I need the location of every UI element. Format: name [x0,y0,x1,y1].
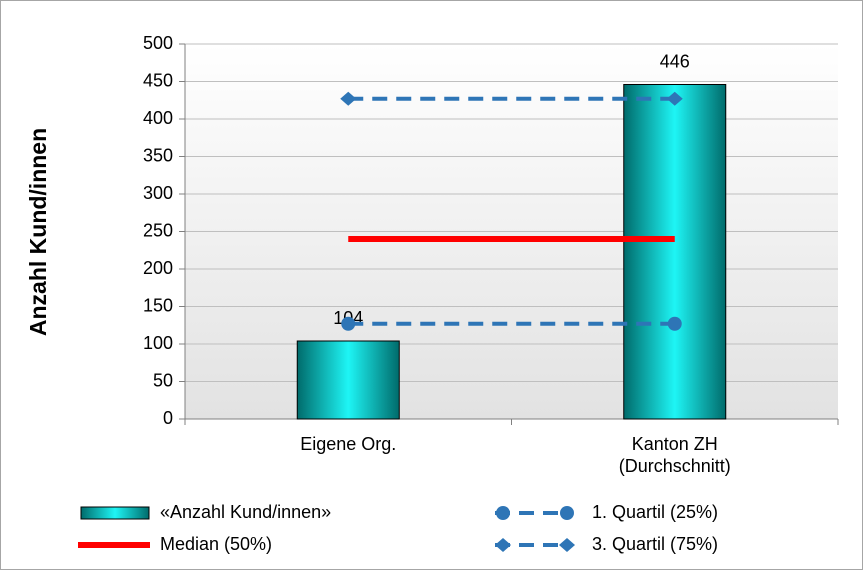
legend-marker [495,538,511,552]
y-tick-label: 50 [153,370,173,390]
y-axis-title: Anzahl Kund/innen [25,128,51,336]
legend-marker [559,538,575,552]
y-tick-label: 0 [163,408,173,428]
y-tick-label: 200 [143,258,173,278]
x-tick-label: Eigene Org. [300,434,397,454]
y-tick-label: 400 [143,108,173,128]
line-marker [667,316,682,331]
line-marker [340,91,357,106]
line-marker [341,316,356,331]
legend-marker [560,506,574,520]
y-tick-label: 500 [143,33,173,53]
data-label: 446 [660,51,690,71]
legend-label: Median (50%) [160,534,272,554]
legend-swatch [80,506,150,520]
legend-marker [496,506,510,520]
y-tick-label: 300 [143,183,173,203]
x-tick-label: Kanton ZH (Durchschnitt) [618,434,731,476]
y-tick-label: 100 [143,333,173,353]
y-tick-label: 450 [143,70,173,90]
bar [623,84,727,420]
y-tick-label: 250 [143,220,173,240]
line-marker [666,91,683,106]
y-tick-label: 150 [143,295,173,315]
legend-label: 3. Quartil (75%) [592,534,718,554]
bar [296,340,400,420]
legend-label: 1. Quartil (25%) [592,502,718,522]
legend-label: «Anzahl Kund/innen» [160,502,331,522]
y-tick-label: 350 [143,145,173,165]
